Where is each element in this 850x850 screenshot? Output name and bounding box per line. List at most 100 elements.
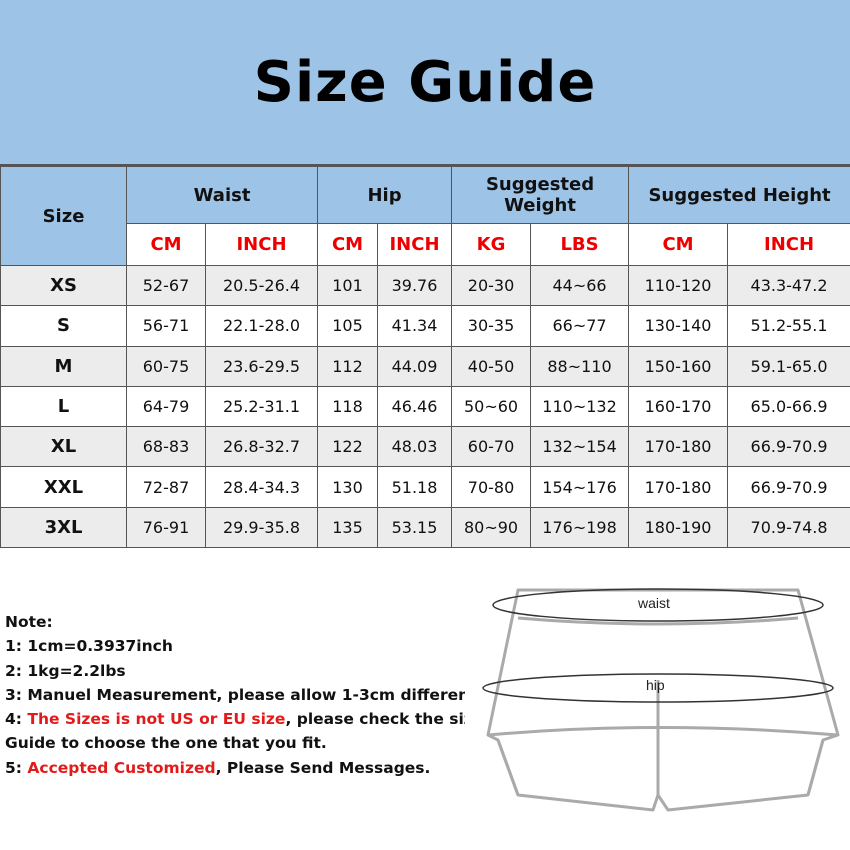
weight-header: Suggested Weight [451, 166, 630, 224]
value-cell: 122 [317, 426, 379, 468]
value-cell: 66.9-70.9 [727, 426, 850, 468]
value-cell: 135 [317, 506, 379, 549]
value-cell: 66~77 [530, 305, 630, 347]
value-cell: 118 [317, 385, 379, 428]
value-cell: 46.46 [377, 385, 453, 428]
note-3: 3: Manuel Measurement, please allow 1-3c… [5, 685, 465, 704]
value-cell: 59.1-65.0 [727, 345, 850, 387]
table-row: L 64-79 25.2-31.1 118 46.46 50~60 110~132 160-1… [0, 385, 850, 428]
value-cell: 26.8-32.7 [204, 426, 319, 468]
value-cell: 41.34 [377, 305, 453, 347]
value-cell: 29.9-35.8 [204, 506, 319, 549]
value-cell: 76-91 [126, 506, 206, 549]
note-4-prefix: 4: [5, 710, 28, 729]
value-cell: 23.6-29.5 [204, 345, 319, 387]
value-cell: 110-120 [628, 264, 729, 307]
value-cell: 43.3-47.2 [727, 264, 850, 307]
waistband-line [517, 616, 799, 626]
value-cell: 64-79 [126, 385, 206, 428]
value-cell: 105 [317, 305, 379, 347]
value-cell: 130 [317, 466, 379, 508]
waist-ellipse [492, 588, 824, 622]
note-4-rest: , please check the size [285, 710, 465, 729]
unit-header: LBS [530, 223, 630, 266]
value-cell: 51.18 [377, 466, 453, 508]
value-cell: 20-30 [451, 264, 532, 307]
value-cell: 66.9-70.9 [727, 466, 850, 508]
table-row: XS 52-67 20.5-26.4 101 39.76 20-30 44~66 110-12… [0, 264, 850, 307]
unit-header: INCH [727, 223, 850, 266]
value-cell: 160-170 [628, 385, 729, 428]
note-1: 1: 1cm=0.3937inch [5, 637, 173, 656]
table-row: XXL 72-87 28.4-34.3 130 51.18 70-80 154~176 170… [0, 466, 850, 508]
table-row: 3XL 76-91 29.9-35.8 135 53.15 80~90 176~198 180… [0, 506, 850, 549]
size-cell: M [0, 345, 127, 387]
value-cell: 53.15 [377, 506, 453, 549]
hip-header: Hip [317, 166, 453, 224]
note-5-rest: , Please Send Messages. [215, 758, 431, 777]
value-cell: 180-190 [628, 506, 729, 549]
value-cell: 130-140 [628, 305, 729, 347]
value-cell: 51.2-55.1 [727, 305, 850, 347]
value-cell: 88~110 [530, 345, 630, 387]
waist-header: Waist [125, 166, 319, 224]
value-cell: 28.4-34.3 [204, 466, 319, 508]
size-cell: L [0, 385, 127, 428]
value-cell: 132~154 [530, 426, 630, 468]
size-cell: 3XL [0, 506, 127, 549]
shorts-diagram: waist hip [482, 588, 840, 812]
value-cell: 44.09 [377, 345, 453, 387]
value-cell: 40-50 [451, 345, 532, 387]
value-cell: 60-70 [451, 426, 532, 468]
value-cell: 56-71 [126, 305, 206, 347]
value-cell: 25.2-31.1 [204, 385, 319, 428]
value-cell: 65.0-66.9 [727, 385, 850, 428]
table-row: S 56-71 22.1-28.0 105 41.34 30-35 66~77 130-140… [0, 305, 850, 347]
value-cell: 70-80 [451, 466, 532, 508]
value-cell: 48.03 [377, 426, 453, 468]
note-4-highlight: The Sizes is not US or EU size [27, 710, 286, 729]
unit-header: KG [451, 223, 532, 266]
note-2: 2: 1kg=2.2lbs [5, 661, 126, 680]
size-cell: XS [0, 264, 127, 307]
unit-header: CM [126, 223, 206, 266]
size-table: Size Waist Hip Suggested Weight Suggeste… [0, 166, 850, 549]
note-5: 5: Accepted Customized, Please Send Mess… [5, 756, 465, 780]
value-cell: 70.9-74.8 [727, 506, 850, 549]
hip-label: hip [646, 677, 665, 693]
shorts-outline [486, 588, 840, 812]
size-cell: S [0, 305, 127, 347]
value-cell: 101 [317, 264, 379, 307]
value-cell: 112 [317, 345, 379, 387]
table-row: XL 68-83 26.8-32.7 122 48.03 60-70 132~154 170-… [0, 426, 850, 468]
value-cell: 80~90 [451, 506, 532, 549]
value-cell: 52-67 [126, 264, 206, 307]
unit-header: CM [628, 223, 729, 266]
note-4-cont: Guide to choose the one that you fit. [5, 734, 327, 753]
value-cell: 150-160 [628, 345, 729, 387]
value-cell: 22.1-28.0 [204, 305, 319, 347]
value-cell: 170-180 [628, 466, 729, 508]
value-cell: 50~60 [451, 385, 532, 428]
value-cell: 154~176 [530, 466, 630, 508]
notes: Note: 1: 1cm=0.3937inch 2: 1kg=2.2lbs 3:… [5, 610, 465, 780]
table-row: M 60-75 23.6-29.5 112 44.09 40-50 88~110 150-16… [0, 345, 850, 387]
page-title: Size Guide [0, 0, 850, 166]
note-4: 4: The Sizes is not US or EU size, pleas… [5, 707, 465, 731]
note-5-highlight: Accepted Customized [27, 758, 216, 777]
unit-header: INCH [377, 223, 453, 266]
value-cell: 30-35 [451, 305, 532, 347]
note-5-prefix: 5: [5, 758, 28, 777]
value-cell: 110~132 [530, 385, 630, 428]
note-heading: Note: [5, 613, 53, 631]
value-cell: 44~66 [530, 264, 630, 307]
size-cell: XXL [0, 466, 127, 508]
leg-line [487, 726, 839, 737]
size-header: Size [0, 166, 127, 266]
height-header: Suggested Height [628, 166, 850, 224]
size-cell: XL [0, 426, 127, 468]
unit-header: CM [317, 223, 379, 266]
hip-ellipse [482, 673, 834, 703]
unit-header: INCH [204, 223, 319, 266]
value-cell: 72-87 [126, 466, 206, 508]
